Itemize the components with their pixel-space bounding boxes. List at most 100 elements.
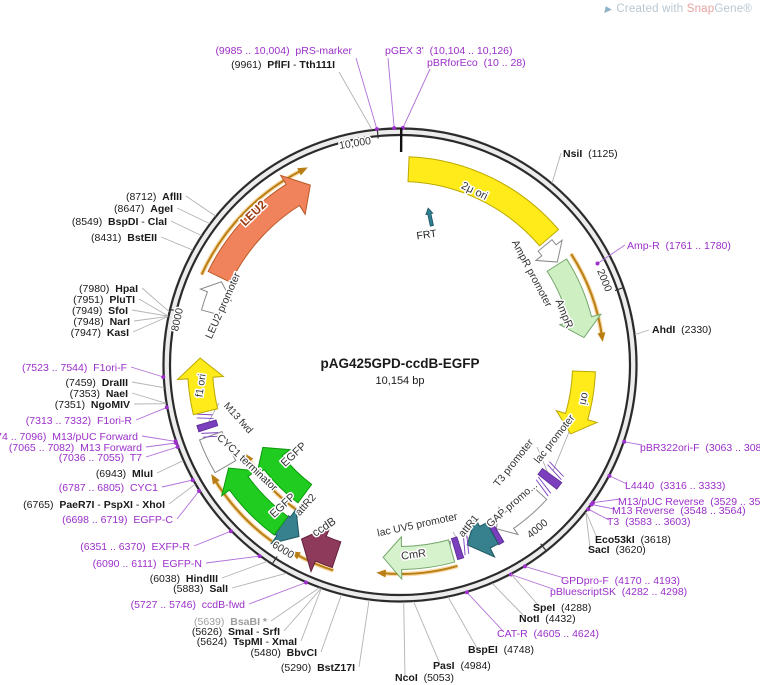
feature-ori[interactable] <box>555 370 599 435</box>
site-label-naei[interactable]: (7353) NaeI <box>70 388 128 400</box>
callout-line-m13-puc-reverse <box>592 498 621 504</box>
site-label-m13-puc-reverse[interactable]: M13/pUC Reverse (3529 .. 3551) <box>618 496 760 508</box>
site-label-hindiii[interactable]: (6038) HindIII <box>150 573 218 585</box>
site-label-sfoi[interactable]: (7949) SfoI <box>72 305 128 317</box>
site-label-pbrforeco[interactable]: pBRforEco (10 .. 28) <box>427 57 526 69</box>
feature-ampr[interactable] <box>546 258 603 339</box>
site-label-cyc1[interactable]: (6787 .. 6805) CYC1 <box>59 482 158 494</box>
feature-attr2[interactable] <box>270 507 300 545</box>
site-label-noti[interactable]: NotI (4432) <box>519 613 576 625</box>
site-label-m13-puc-forward[interactable]: (7074 .. 7096) M13/pUC Forward <box>0 431 138 443</box>
site-label-agei[interactable]: (8647) AgeI <box>114 203 173 215</box>
callout-line-noti <box>491 582 525 617</box>
feature-label-ori-6[interactable]: ori <box>575 390 592 407</box>
site-label-ccdb-fwd[interactable]: (5727 .. 5746) ccdB-fwd <box>131 599 246 611</box>
site-label-pgex-3prime[interactable]: pGEX 3' (10,104 .. 10,126) <box>385 45 513 57</box>
feature-attr1-edge[interactable] <box>485 518 505 546</box>
site-label-bspei[interactable]: BspEI (4748) <box>468 644 534 656</box>
feature-attr1[interactable] <box>466 516 499 559</box>
feature-cyc1-terminator[interactable] <box>198 430 237 474</box>
primer-marker-t7 <box>175 444 180 449</box>
site-label-pluti[interactable]: (7951) PluTI <box>73 294 135 306</box>
site-label-eco53ki[interactable]: Eco53kI (3618) <box>595 534 671 546</box>
callout-line-nsii <box>551 152 562 184</box>
site-label-t3[interactable]: T3 (3583 .. 3603) <box>607 516 690 528</box>
site-label-nari[interactable]: (7948) NarI <box>73 316 130 328</box>
site-label-egfp-n[interactable]: (6090 .. 6111) EGFP-N <box>93 558 202 570</box>
callout-line-mlui <box>156 460 184 474</box>
callout-line-hindiii <box>221 560 268 579</box>
site-label-pbluescriptsk[interactable]: pBluescriptSK (4282 .. 4298) <box>550 586 687 598</box>
feature-gap-promoter[interactable] <box>495 486 548 536</box>
site-label-bsteii[interactable]: (8431) BstEII <box>91 232 157 244</box>
site-label-ncoi[interactable]: NcoI (5053) <box>395 672 454 684</box>
site-label-amp-r[interactable]: Amp-R (1761 .. 1780) <box>627 240 731 252</box>
egfp-orf-arc-inner <box>246 456 296 510</box>
site-label-smai-srfi[interactable]: (5626) SmaI - SrfI <box>192 626 280 638</box>
site-label-mlui[interactable]: (6943) MluI <box>96 468 153 480</box>
site-label-kasi[interactable]: (7947) KasI <box>71 327 129 339</box>
site-label-paer7i-pspxi-xhoi[interactable]: (6765) PaeR7I - PspXI - XhoI <box>23 499 165 511</box>
feature-label-lac-promoter-7[interactable]: lac promoter <box>530 411 579 468</box>
site-label-draiii[interactable]: (7459) DraIII <box>66 377 129 389</box>
feature-leu2[interactable] <box>207 174 311 284</box>
feature-leu2-promoter[interactable] <box>198 281 233 316</box>
site-label-pflfi-tth111i[interactable]: (9961) PflFI - Tth111I <box>231 59 335 71</box>
site-label-pasi[interactable]: PasI (4984) <box>433 660 491 672</box>
feature-frt[interactable] <box>425 207 436 227</box>
feature-label-f1-ori-19[interactable]: f1 ori <box>192 372 210 400</box>
feature-label-m13-fwd-18[interactable]: M13 fwd <box>220 399 256 437</box>
site-label-m13-forward[interactable]: (7065 .. 7082) M13 Forward <box>9 442 142 454</box>
callout-line-m13-forward <box>145 442 177 448</box>
site-label-sali[interactable]: (5883) SalI <box>173 583 228 595</box>
site-label-l4440[interactable]: L4440 (3316 .. 3333) <box>625 480 725 492</box>
feature-ampr-promoter[interactable] <box>534 238 563 263</box>
tick-6000 <box>272 556 278 564</box>
site-label-hpai[interactable]: (7980) HpaI <box>79 283 138 295</box>
feature-ccdb[interactable] <box>300 524 342 573</box>
site-label-exfp-r[interactable]: (6351 .. 6370) EXFP-R <box>80 541 190 553</box>
site-label-saci[interactable]: SacI (3620) <box>588 544 646 556</box>
feature-egfp[interactable] <box>220 467 289 536</box>
feature-label-lac-uv5-promoter-11[interactable]: lac UV5 promoter <box>375 509 461 541</box>
feature-f1-ori[interactable] <box>176 357 225 416</box>
callout-line-pbluescriptsk <box>510 574 554 590</box>
site-label-bspdi-clai[interactable]: (8549) BspDI - ClaI <box>72 216 167 228</box>
site-label-ahdi[interactable]: AhdI (2330) <box>652 324 712 336</box>
site-label-prs-marker[interactable]: (9985 .. 10,004) pRS-marker <box>215 45 352 57</box>
site-label-egfp-c[interactable]: (6698 .. 6719) EGFP-C <box>62 514 173 526</box>
site-label-f1ori-r[interactable]: (7313 .. 7332) F1ori-R <box>26 415 133 427</box>
callout-line-sfoi <box>131 309 169 317</box>
site-label-spei[interactable]: SpeI (4288) <box>533 602 591 614</box>
site-label-m13-reverse[interactable]: M13 Reverse (3548 .. 3564) <box>612 505 746 517</box>
site-label-gpdpro-f[interactable]: GPDpro-F (4170 .. 4193) <box>561 575 680 587</box>
callout-line-m13-reverse <box>591 504 615 510</box>
tick-10-000 <box>376 130 379 139</box>
callout-line-paer7i-pspxi-xhoi <box>168 483 196 505</box>
feature-label-frt-3[interactable]: FRT <box>414 226 439 244</box>
site-label-bbvci[interactable]: (5480) BbvCI <box>250 647 317 659</box>
site-label-bstz17i[interactable]: (5290) BstZ17I <box>281 662 355 674</box>
site-label-pbr322ori-f[interactable]: pBR322ori-F (3063 .. 3082) <box>640 442 760 454</box>
site-label-ngomiv[interactable]: (7351) NgoMIV <box>55 399 130 411</box>
feature-label-cmr-12[interactable]: CmR <box>399 546 429 564</box>
primer-marker-cyc1 <box>190 478 195 483</box>
watermark-prefix: Created with <box>616 3 687 15</box>
feature-cmr[interactable] <box>382 535 456 581</box>
primer-marker-prs-marker <box>374 127 379 132</box>
site-label-f1ori-f[interactable]: (7523 .. 7544) F1ori-F <box>22 362 127 374</box>
site-label-bsabi[interactable]: (5639) BsaBI * <box>194 616 268 628</box>
site-label-cat-r[interactable]: CAT-R (4605 .. 4624) <box>497 628 599 640</box>
site-label-nsii[interactable]: NsiI (1125) <box>563 148 618 160</box>
feature-lac-uv5-promoter[interactable] <box>450 536 465 561</box>
site-label-t7[interactable]: (7036 .. 7055) T7 <box>59 452 142 464</box>
m13-fwd-hatch-0 <box>202 435 220 438</box>
feature-t3-promoter-lac-promoter[interactable] <box>537 467 563 490</box>
callout-line-gpdpro-f <box>524 565 565 579</box>
feature-egfp[interactable] <box>255 446 313 504</box>
feature-2u-ori[interactable] <box>407 156 560 247</box>
snapgene-watermark-link[interactable]: ▶ Created with SnapGene® <box>604 3 752 15</box>
site-label-tspmi-xmai[interactable]: (5624) TspMI - XmaI <box>197 636 297 648</box>
feature-m13-fwd[interactable] <box>196 419 219 433</box>
site-label-aflii[interactable]: (8712) AflII <box>126 191 182 203</box>
